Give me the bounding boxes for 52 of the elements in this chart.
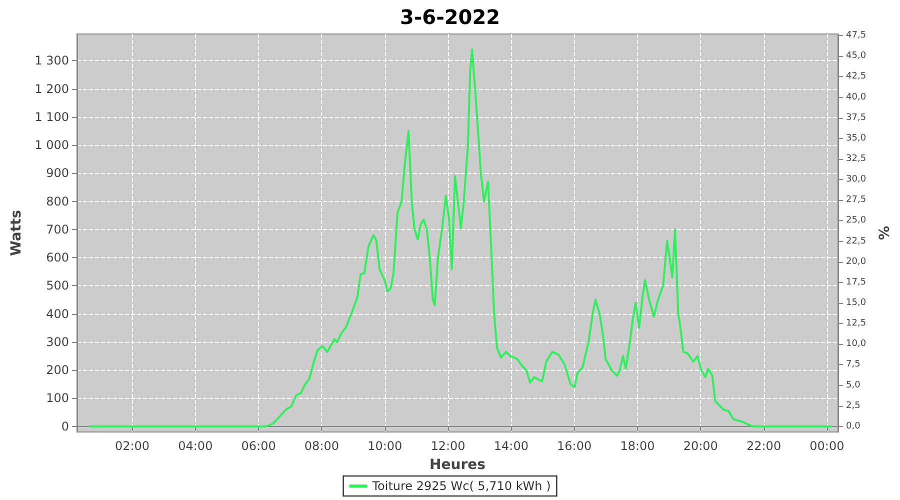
x-tick-label: 12:00 bbox=[430, 439, 466, 453]
chart-title: 3-6-2022 bbox=[400, 5, 500, 29]
x-tick-label: 16:00 bbox=[557, 439, 592, 453]
y-tick-label: 400 bbox=[46, 306, 69, 321]
y2-tick-label: 22,5 bbox=[846, 236, 866, 246]
y2-tick-label: 2,5 bbox=[846, 400, 860, 411]
y-tick-label: 700 bbox=[46, 222, 69, 236]
x-tick-label: 10:00 bbox=[368, 439, 402, 453]
legend-label: Toiture 2925 Wc( 5,710 kWh ) bbox=[371, 479, 551, 493]
y-tick-label: 0 bbox=[61, 419, 69, 434]
y-tick-label: 1 300 bbox=[34, 54, 69, 68]
y2-tick-label: 10,0 bbox=[846, 339, 866, 350]
y2-tick-label: 17,5 bbox=[846, 277, 866, 288]
y-tick-label: 800 bbox=[46, 194, 69, 208]
x-tick-label: 06:00 bbox=[241, 439, 276, 453]
y2-tick-label: 35,0 bbox=[846, 133, 866, 144]
x-tick-label: 04:00 bbox=[178, 439, 213, 453]
y-tick-label: 900 bbox=[46, 166, 69, 180]
y-axis-title: Watts bbox=[8, 210, 25, 256]
x-tick-label: 00:00 bbox=[810, 439, 844, 453]
y2-tick-label: 40,0 bbox=[846, 92, 866, 102]
y2-tick-label: 30,0 bbox=[846, 174, 866, 185]
x-tick-label: 02:00 bbox=[114, 439, 150, 453]
x-tick-label: 18:00 bbox=[620, 439, 655, 453]
y-tick-label: 1 000 bbox=[34, 138, 69, 152]
y2-tick-label: 45,0 bbox=[846, 51, 866, 62]
y2-tick-label: 32,5 bbox=[846, 154, 866, 164]
x-axis-title: Heures bbox=[430, 457, 486, 473]
y-tick-label: 300 bbox=[46, 334, 69, 349]
y2-tick-label: 0,0 bbox=[846, 421, 861, 432]
x-tick-label: 20:00 bbox=[683, 439, 718, 453]
y-tick-label: 100 bbox=[46, 391, 69, 406]
y2-tick-label: 27,5 bbox=[846, 195, 866, 206]
y2-tick-label: 42,5 bbox=[846, 72, 866, 82]
y2-tick-label: 12,5 bbox=[846, 318, 866, 329]
x-tick-label: 14:00 bbox=[494, 439, 528, 453]
y2-tick-label: 37,5 bbox=[846, 112, 866, 123]
y2-axis-title: % bbox=[877, 226, 893, 240]
line-series bbox=[88, 48, 832, 428]
y-tick-label: 1 200 bbox=[34, 82, 69, 96]
x-tick-label: 08:00 bbox=[304, 439, 340, 453]
y-tick-label: 500 bbox=[46, 278, 69, 293]
y2-tick-label: 7,5 bbox=[846, 360, 860, 370]
y-tick-label: 1 100 bbox=[34, 110, 69, 124]
y2-tick-label: 5,0 bbox=[846, 380, 861, 390]
y2-tick-label: 20,0 bbox=[846, 256, 866, 267]
y2-tick-label: 47,5 bbox=[846, 30, 866, 41]
y-tick-label: 200 bbox=[46, 363, 69, 378]
x-tick-label: 22:00 bbox=[746, 439, 782, 453]
y2-tick-label: 15,0 bbox=[846, 298, 866, 308]
y-tick-label: 600 bbox=[46, 250, 69, 265]
y2-tick-label: 25,0 bbox=[846, 216, 866, 226]
